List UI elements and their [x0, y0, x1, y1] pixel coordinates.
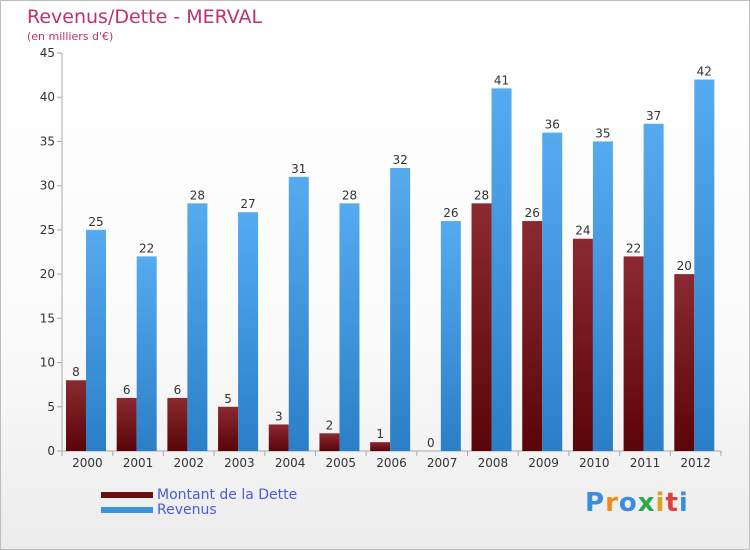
bar-debt	[572, 238, 593, 451]
data-label-revenue: 26	[443, 206, 458, 220]
data-label-revenue: 22	[139, 241, 154, 255]
y-tick-label: 20	[40, 267, 55, 281]
y-tick-label: 5	[47, 400, 55, 414]
data-label-revenue: 32	[393, 153, 408, 167]
bar-debt	[319, 433, 340, 451]
chart-title: Revenus/Dette - MERVAL	[27, 6, 263, 28]
data-label-debt: 6	[174, 383, 182, 397]
logo-letter: i	[678, 488, 689, 518]
x-tick-label: 2002	[173, 456, 204, 470]
data-label-revenue: 28	[190, 188, 205, 202]
bar-debt	[167, 397, 188, 451]
y-tick-label: 30	[40, 179, 55, 193]
data-label-debt: 22	[626, 241, 641, 255]
y-tick-label: 15	[40, 311, 55, 325]
logo-letter: x	[637, 488, 656, 518]
logo-letter: r	[605, 488, 619, 518]
x-tick-label: 2009	[528, 456, 559, 470]
legend-item-debt: Montant de la Dette	[101, 486, 298, 503]
data-label-debt: 26	[525, 206, 540, 220]
bar-revenue	[542, 132, 563, 451]
bar-debt	[471, 203, 492, 451]
y-tick-label: 35	[40, 134, 55, 148]
bar-revenue	[187, 203, 208, 451]
logo-letter: i	[655, 488, 666, 518]
data-label-debt: 6	[123, 383, 131, 397]
y-tick-label: 10	[40, 356, 55, 370]
data-label-debt: 5	[224, 392, 232, 406]
bar-revenue	[86, 229, 106, 451]
data-label-debt: 2	[326, 418, 334, 432]
bar-revenue	[238, 212, 259, 451]
x-tick-label: 2003	[224, 456, 255, 470]
bar-revenue	[339, 203, 360, 451]
y-tick-label: 40	[40, 90, 55, 104]
data-label-revenue: 35	[595, 126, 610, 140]
x-tick-label: 2006	[376, 456, 407, 470]
bar-debt	[218, 406, 239, 451]
y-tick-label: 25	[40, 223, 55, 237]
data-label-revenue: 37	[646, 109, 661, 123]
data-label-debt: 3	[275, 409, 283, 423]
data-label-revenue: 42	[697, 65, 712, 79]
bar-debt	[370, 442, 391, 451]
legend: Montant de la Dette Revenus	[101, 486, 298, 518]
legend-swatch-revenue	[101, 506, 153, 513]
bar-revenue	[136, 256, 157, 451]
x-tick-label: 2004	[275, 456, 306, 470]
bar-revenue	[390, 167, 411, 451]
bar-debt	[522, 221, 543, 451]
bar-revenue	[694, 79, 715, 452]
x-tick-label: 2011	[630, 456, 661, 470]
data-label-debt: 20	[677, 259, 692, 273]
bar-debt	[66, 380, 86, 451]
legend-item-revenue: Revenus	[101, 501, 297, 518]
x-tick-label: 2012	[680, 456, 711, 470]
bar-revenue	[491, 88, 512, 451]
bar-revenue	[440, 221, 461, 451]
logo-letter: t	[665, 488, 679, 518]
bar-debt	[623, 256, 644, 451]
bar-debt	[674, 274, 695, 451]
y-tick-label: 45	[40, 46, 55, 60]
x-tick-label: 2010	[579, 456, 610, 470]
data-label-debt: 0	[427, 436, 435, 450]
data-label-debt: 28	[474, 188, 489, 202]
x-tick-label: 2005	[326, 456, 357, 470]
data-label-debt: 1	[376, 427, 384, 441]
data-label-revenue: 41	[494, 73, 509, 87]
y-tick-label: 0	[47, 444, 55, 458]
legend-label-debt: Montant de la Dette	[157, 486, 298, 503]
x-tick-label: 2001	[123, 456, 154, 470]
data-label-revenue: 28	[342, 188, 357, 202]
data-label-revenue: 27	[240, 197, 255, 211]
bar-revenue	[288, 176, 309, 452]
bar-debt	[268, 424, 289, 451]
legend-label-revenue: Revenus	[157, 501, 217, 518]
bar-revenue	[592, 141, 613, 451]
proxiti-logo: Proxiti	[585, 488, 689, 518]
x-tick-label: 2000	[72, 456, 103, 470]
data-label-debt: 24	[575, 224, 590, 238]
bar-debt	[116, 397, 137, 451]
legend-swatch-debt	[101, 491, 153, 498]
x-tick-label: 2007	[427, 456, 458, 470]
data-label-debt: 8	[72, 365, 80, 379]
logo-letter: P	[585, 488, 606, 518]
bar-revenue	[643, 123, 664, 451]
data-label-revenue: 25	[88, 215, 103, 229]
logo-letter: o	[618, 488, 638, 518]
data-label-revenue: 36	[545, 118, 560, 132]
x-tick-label: 2008	[478, 456, 509, 470]
data-label-revenue: 31	[291, 162, 306, 176]
chart-subtitle: (en milliers d'€)	[27, 30, 114, 43]
